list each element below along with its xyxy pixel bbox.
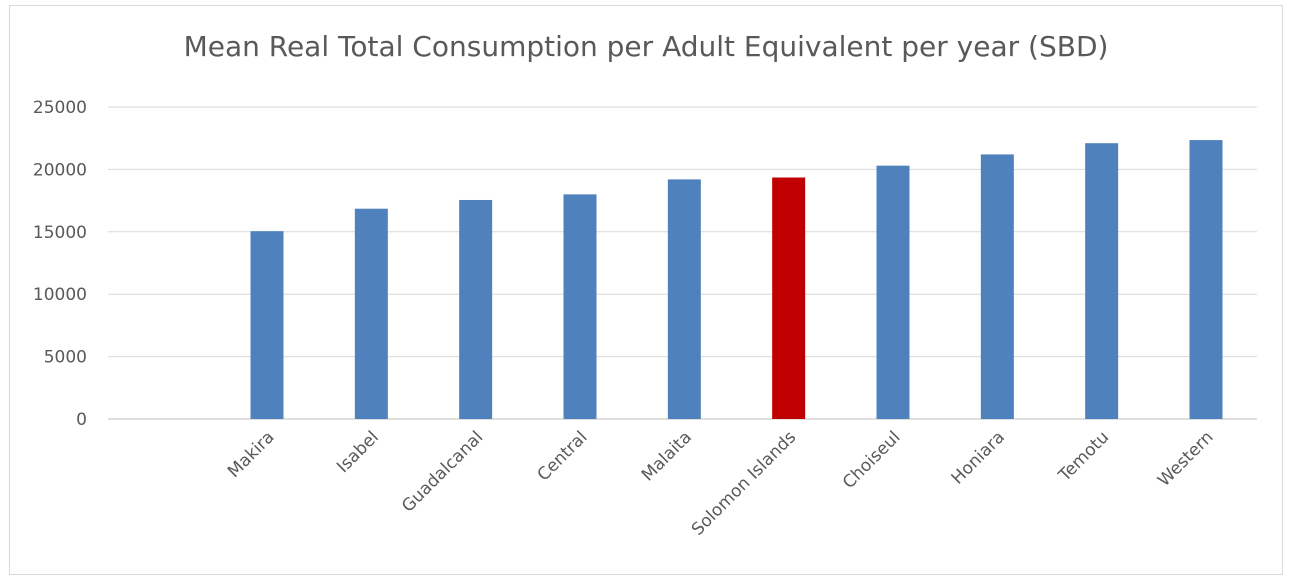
bar-makira — [250, 231, 284, 419]
y-tick-label: 5000 — [44, 348, 87, 368]
x-tick-label: Honiara — [948, 427, 1009, 488]
x-tick-label: Malaita — [638, 427, 696, 485]
y-tick-label: 10000 — [33, 285, 87, 305]
x-tick-label: Western — [1154, 427, 1217, 490]
x-tick-label: Choiseul — [839, 427, 904, 492]
bar-guadalcanal — [459, 199, 493, 419]
x-tick-label: Isabel — [333, 427, 383, 477]
x-tick-label: Central — [534, 427, 592, 485]
bar-temotu — [1085, 143, 1119, 419]
bar-western — [1189, 140, 1223, 419]
bar-central — [563, 194, 597, 419]
x-tick-label: Temotu — [1054, 427, 1113, 486]
y-tick-label: 20000 — [33, 160, 87, 180]
bars — [250, 140, 1223, 419]
chart-frame — [9, 5, 1283, 575]
y-tick-label: 0 — [76, 410, 87, 430]
y-tick-label: 15000 — [33, 223, 87, 243]
x-axis-labels: Makira Isabel Guadalcanal Central MalaitaSol… — [224, 427, 1217, 539]
bar-isabel — [354, 208, 388, 419]
bar-honiara — [980, 154, 1014, 419]
chart-title: Mean Real Total Consumption per Adult Eq… — [183, 30, 1109, 63]
y-tick-label: 25000 — [33, 98, 87, 118]
bar-solomon-islands — [772, 177, 806, 419]
x-tick-label: Solomon Islands — [688, 427, 800, 539]
bar-malaita — [667, 179, 701, 419]
y-axis-ticks: 0 5000 10000 15000 20000 25000 — [33, 98, 87, 430]
x-tick-label: Makira — [224, 427, 278, 481]
x-tick-label: Guadalcanal — [398, 427, 487, 516]
bar-choiseul — [876, 165, 910, 419]
